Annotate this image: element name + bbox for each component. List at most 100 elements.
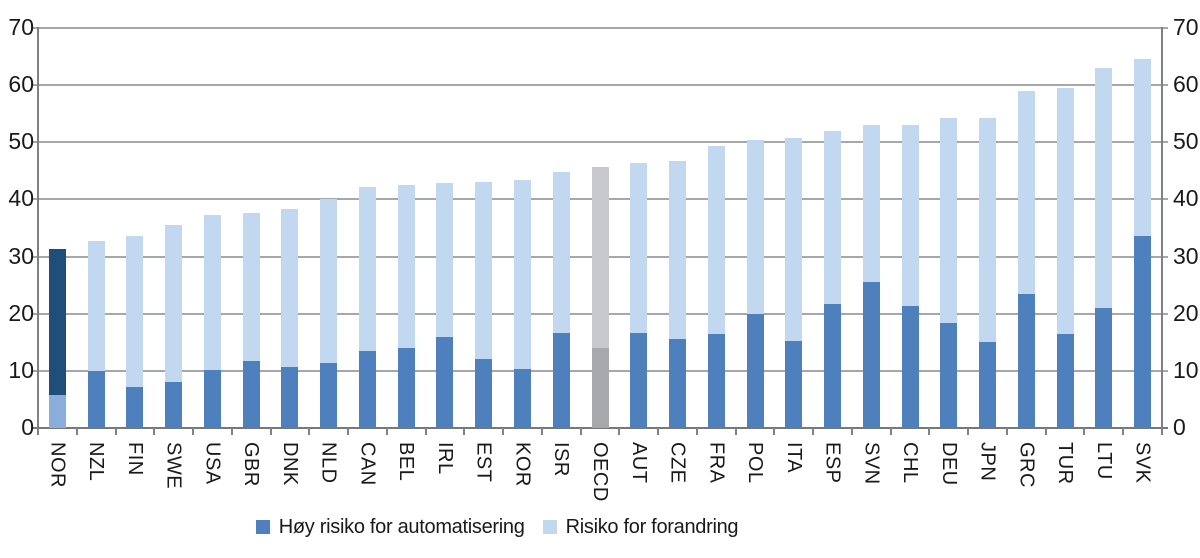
segment-automation-svn — [862, 281, 880, 428]
segment-change-bel — [397, 185, 415, 348]
x-axis-tick — [424, 428, 427, 435]
segment-automation-ita — [785, 340, 803, 428]
segment-automation-aut — [630, 333, 648, 428]
segment-change-nor — [48, 249, 66, 396]
bar-nld — [320, 28, 338, 428]
x-axis-tick — [812, 428, 815, 435]
bar-chl — [901, 28, 919, 428]
bar-esp — [824, 28, 842, 428]
segment-automation-irl — [436, 336, 454, 428]
segment-change-usa — [203, 215, 221, 370]
bar-usa — [203, 28, 221, 428]
x-label-oecd: OECD — [589, 442, 611, 502]
y-tick-label-right: 20 — [1173, 299, 1199, 326]
legend-label-automation: Høy risiko for automatisering — [278, 516, 525, 538]
gridline — [32, 141, 1168, 144]
segment-automation-usa — [203, 369, 221, 428]
y-tick-label-right: 30 — [1173, 242, 1199, 269]
x-axis-tick — [1161, 428, 1163, 435]
x-label-ita: ITA — [782, 442, 805, 474]
gridline — [32, 84, 1168, 87]
x-axis-tick — [889, 428, 892, 435]
x-axis-tick — [540, 428, 543, 435]
segment-change-aut — [630, 162, 648, 334]
segment-automation-nld — [320, 362, 338, 428]
segment-change-tur — [1056, 88, 1074, 335]
x-label-swe: SWE — [162, 442, 185, 490]
segment-change-fra — [707, 146, 725, 335]
x-axis-line — [32, 427, 1168, 429]
segment-automation-ltu — [1095, 308, 1113, 428]
x-axis-tick — [1122, 428, 1125, 435]
segment-change-deu — [940, 118, 958, 323]
segment-automation-jpn — [979, 341, 997, 428]
bar-gbr — [242, 28, 260, 428]
x-axis-tick — [230, 428, 233, 435]
bar-aut — [630, 28, 648, 428]
legend-item-automation: Høy risiko for automatisering — [255, 514, 525, 540]
bar-swe — [165, 28, 183, 428]
segment-change-chl — [901, 124, 919, 306]
x-label-isr: ISR — [550, 442, 573, 477]
x-axis-tick — [153, 428, 156, 435]
x-axis-tick — [928, 428, 931, 435]
x-label-cze: CZE — [666, 442, 689, 484]
segment-automation-swe — [165, 382, 183, 428]
x-axis-tick — [579, 428, 582, 435]
y-tick-label-left: 40 — [8, 185, 34, 212]
x-label-nor: NOR — [46, 442, 69, 488]
gridline — [32, 27, 1168, 29]
segment-change-dnk — [281, 209, 299, 368]
segment-change-nzl — [87, 240, 105, 371]
segment-change-esp — [824, 131, 842, 304]
x-label-fra: FRA — [705, 442, 728, 484]
segment-automation-bel — [397, 348, 415, 428]
y-axis-line — [1161, 27, 1163, 429]
segment-change-ltu — [1095, 68, 1113, 308]
segment-change-svn — [862, 125, 880, 282]
bar-est — [475, 28, 493, 428]
segment-automation-can — [358, 350, 376, 428]
y-tick-label-left: 70 — [8, 14, 34, 40]
bar-can — [358, 28, 376, 428]
segment-change-kor — [513, 180, 531, 369]
x-label-tur: TUR — [1054, 442, 1077, 485]
segment-automation-tur — [1056, 334, 1074, 428]
x-label-est: EST — [472, 442, 495, 483]
segment-change-pol — [746, 140, 764, 315]
x-label-svk: SVK — [1131, 442, 1154, 484]
y-tick-label-left: 60 — [8, 71, 34, 98]
segment-automation-kor — [513, 368, 531, 428]
x-label-jpn: JPN — [976, 442, 999, 482]
segment-change-svk — [1134, 59, 1152, 236]
segment-automation-nor — [48, 395, 66, 428]
x-axis-tick — [308, 428, 311, 435]
segment-change-can — [358, 187, 376, 351]
x-axis-tick — [734, 428, 737, 435]
segment-automation-fra — [707, 334, 725, 428]
x-label-dnk: DNK — [278, 442, 301, 486]
segment-change-swe — [165, 225, 183, 383]
bar-ita — [785, 28, 803, 428]
bar-bel — [397, 28, 415, 428]
segment-automation-svk — [1134, 236, 1152, 428]
x-label-aut: AUT — [627, 442, 650, 484]
x-label-gbr: GBR — [240, 442, 263, 487]
x-label-nld: NLD — [317, 442, 340, 484]
y-tick-label-left: 50 — [8, 128, 34, 155]
x-axis-tick — [773, 428, 776, 435]
segment-automation-oecd — [591, 348, 609, 428]
x-label-bel: BEL — [395, 442, 418, 482]
y-tick-label-left: 0 — [21, 414, 34, 440]
x-label-esp: ESP — [821, 442, 844, 484]
bar-nor — [48, 28, 66, 428]
bar-nzl — [87, 28, 105, 428]
x-axis-tick — [37, 428, 39, 435]
x-axis-tick — [114, 428, 117, 435]
x-label-can: CAN — [356, 442, 379, 486]
x-axis-tick — [192, 428, 195, 435]
segment-automation-esp — [824, 304, 842, 428]
segment-change-oecd — [591, 167, 609, 348]
segment-automation-nzl — [87, 370, 105, 428]
